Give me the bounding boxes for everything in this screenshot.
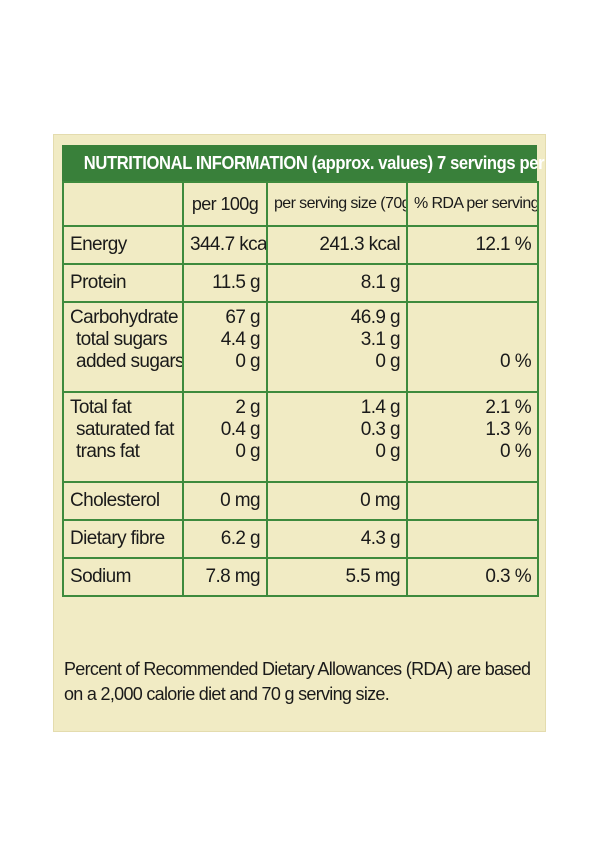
rda-cell: 12.1 % xyxy=(406,225,539,265)
rda-footnote: Percent of Recommended Dietary Allowance… xyxy=(64,659,531,704)
nutrition-panel: NUTRITIONAL INFORMATION (approx. values)… xyxy=(53,134,585,732)
header-row: per 100g per serving size (70g) % RDA pe… xyxy=(62,181,539,227)
nutrient-name: Dietary fibre xyxy=(70,528,165,549)
nutrition-title: NUTRITIONAL INFORMATION (approx. values)… xyxy=(83,153,585,173)
rda-cell xyxy=(406,263,539,303)
per-100g-cell: 0 mg xyxy=(182,481,268,521)
nutrient-value xyxy=(414,528,531,550)
nutrient-name: Energy xyxy=(70,234,127,255)
rda-cell: 0 % xyxy=(406,301,539,393)
nutrient-value: 8.1 g xyxy=(360,272,401,293)
nutrient-label-cell: Energy xyxy=(62,225,184,265)
per-serving-cell: 5.5 mg xyxy=(266,557,408,597)
nutrient-name: Total fat xyxy=(70,397,132,418)
nutrient-label-cell: Cholesterol xyxy=(62,481,184,521)
nutrient-label-cell: Carbohydrate total sugars added sugars xyxy=(62,301,184,393)
nutrient-value: 2.1 % xyxy=(485,397,531,418)
nutrition-table: per 100g per serving size (70g) % RDA pe… xyxy=(62,181,539,597)
nutrient-name: saturated fat xyxy=(76,419,174,440)
nutrient-value: 12.1 % xyxy=(475,234,531,255)
per-100g-cell: 344.7 kcal xyxy=(182,225,268,265)
nutrient-value: 11.5 g xyxy=(212,272,260,293)
header-cell-per-100g: per 100g xyxy=(182,181,268,227)
nutrient-name: Cholesterol xyxy=(70,490,160,511)
nutrient-value xyxy=(414,272,531,294)
nutrient-value: 6.2 g xyxy=(220,528,261,549)
nutrient-value: 0.3 % xyxy=(485,566,531,587)
nutrient-value: 2 g xyxy=(235,397,260,418)
table-row: Sodium 7.8 mg 5.5 mg 0.3 % xyxy=(62,557,539,597)
rda-cell xyxy=(406,519,539,559)
nutrient-value: 46.9 g xyxy=(350,307,401,328)
per-serving-cell: 0 mg xyxy=(266,481,408,521)
nutrient-value: 241.3 kcal xyxy=(319,234,400,255)
nutrient-value: 0 g xyxy=(375,441,400,462)
per-serving-cell: 8.1 g xyxy=(266,263,408,303)
header-cell-label xyxy=(62,181,184,227)
nutrient-label-cell: Total fat saturated fat trans fat xyxy=(62,391,184,483)
nutrient-value xyxy=(414,490,531,512)
table-row: Carbohydrate total sugars added sugars 67 g… xyxy=(62,301,539,393)
nutrient-label-cell: Sodium xyxy=(62,557,184,597)
nutrient-value xyxy=(414,329,531,351)
nutrient-value: 0.3 g xyxy=(360,419,401,440)
per-100g-cell: 6.2 g xyxy=(182,519,268,559)
rda-cell xyxy=(406,481,539,521)
nutrient-value: 0 g xyxy=(375,351,400,372)
table-row: Cholesterol 0 mg 0 mg xyxy=(62,481,539,521)
nutrient-value: 1.4 g xyxy=(360,397,401,418)
nutrient-name: Sodium xyxy=(70,566,131,587)
nutrient-value: 344.7 kcal xyxy=(190,234,267,255)
nutrient-value: 7.8 mg xyxy=(205,566,261,587)
nutrient-value: 0 g xyxy=(235,441,260,462)
nutrient-value: 0.4 g xyxy=(220,419,261,440)
table-row: Dietary fibre 6.2 g 4.3 g xyxy=(62,519,539,559)
table-row: Protein 11.5 g 8.1 g xyxy=(62,263,539,303)
nutrition-title-bar: NUTRITIONAL INFORMATION (approx. values)… xyxy=(62,145,585,181)
rda-cell: 0.3 % xyxy=(406,557,539,597)
nutrient-value: 4.4 g xyxy=(220,329,261,350)
nutrient-label-cell: Dietary fibre xyxy=(62,519,184,559)
nutrient-value: 0 g xyxy=(235,351,260,372)
nutrient-name: total sugars xyxy=(76,329,168,350)
nutrient-value: 0 mg xyxy=(220,490,260,511)
nutrient-name: added sugars xyxy=(76,351,183,372)
header-cell-rda: % RDA per serving xyxy=(406,181,539,227)
per-100g-cell: 7.8 mg xyxy=(182,557,268,597)
nutrient-value: 5.5 mg xyxy=(345,566,401,587)
header-cell-per-serving: per serving size (70g) xyxy=(266,181,408,227)
nutrient-value: 3.1 g xyxy=(360,329,401,350)
nutrient-value: 4.3 g xyxy=(360,528,401,549)
nutrient-value xyxy=(414,307,531,329)
nutrient-value: 0 % xyxy=(500,351,532,372)
per-100g-cell: 11.5 g xyxy=(182,263,268,303)
nutrient-value: 0 % xyxy=(500,441,532,462)
nutrient-name: trans fat xyxy=(76,441,140,462)
nutrient-value: 67 g xyxy=(225,307,260,328)
nutrient-label-cell: Protein xyxy=(62,263,184,303)
nutrient-name: Carbohydrate xyxy=(70,307,179,328)
table-row: Energy 344.7 kcal 241.3 kcal 12.1 % xyxy=(62,225,539,265)
per-serving-cell: 4.3 g xyxy=(266,519,408,559)
rda-cell: 2.1 % 1.3 % 0 % xyxy=(406,391,539,483)
nutrient-value: 0 mg xyxy=(360,490,400,511)
nutrient-name: Protein xyxy=(70,272,127,293)
nutrient-value: 1.3 % xyxy=(485,419,531,440)
nutrition-table-body: Energy 344.7 kcal 241.3 kcal 12.1 % Protein 1… xyxy=(62,225,539,597)
per-serving-cell: 241.3 kcal xyxy=(266,225,408,265)
